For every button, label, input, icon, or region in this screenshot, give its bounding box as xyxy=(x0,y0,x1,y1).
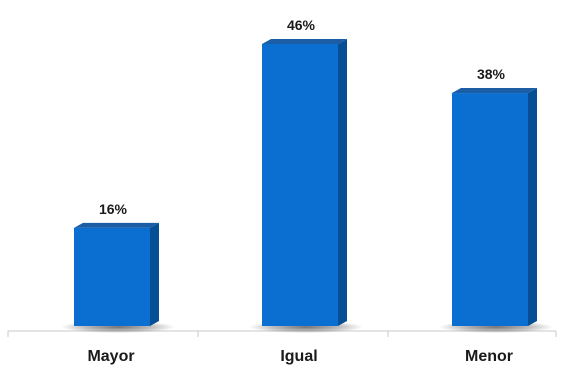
bar-side-face xyxy=(150,223,159,326)
x-tick-labels: Mayor Igual Menor xyxy=(87,348,513,365)
data-label-mayor: 16% xyxy=(99,201,128,217)
bar-top-face xyxy=(262,39,347,44)
bar-menor xyxy=(452,88,537,326)
bars-layer xyxy=(74,39,537,326)
x-tick-label-igual: Igual xyxy=(280,348,317,365)
bar-front-face xyxy=(262,44,338,326)
bar-mayor xyxy=(74,223,159,326)
bar-side-face xyxy=(338,39,347,326)
bar-front-face xyxy=(74,228,150,326)
bar-front-face xyxy=(452,93,528,326)
data-label-menor: 38% xyxy=(477,66,506,82)
bar-top-face xyxy=(74,223,159,228)
bar-top-face xyxy=(452,88,537,93)
x-tick-label-menor: Menor xyxy=(465,348,513,365)
bar-igual xyxy=(262,39,347,326)
data-label-igual: 46% xyxy=(287,17,316,33)
x-tick-label-mayor: Mayor xyxy=(87,348,134,365)
bar-side-face xyxy=(528,88,537,326)
